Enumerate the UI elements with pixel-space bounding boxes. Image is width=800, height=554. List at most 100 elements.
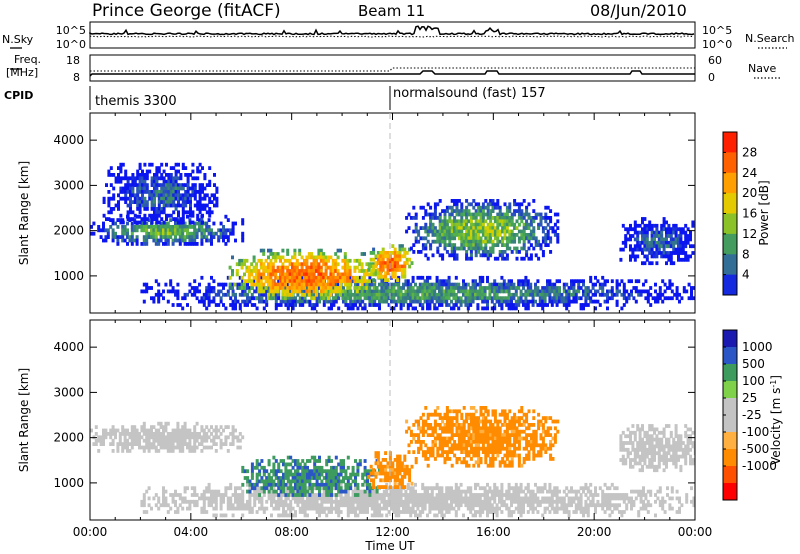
echo-cell <box>172 190 176 194</box>
echo-cell <box>337 493 341 497</box>
echo-cell <box>231 228 235 233</box>
echo-cell <box>141 193 144 198</box>
echo-cell <box>650 234 654 238</box>
echo-cell <box>126 445 129 450</box>
echo-cell <box>150 203 154 208</box>
echo-cell <box>404 279 408 284</box>
echo-cell <box>293 255 297 260</box>
echo-cell <box>526 282 530 287</box>
echo-cell <box>465 253 469 258</box>
echo-cell <box>286 299 290 304</box>
echo-cell <box>572 289 576 294</box>
echo-cell <box>538 296 542 301</box>
echo-cell <box>433 486 437 491</box>
echo-cell <box>435 506 439 511</box>
echo-cell <box>636 244 640 249</box>
echo-cell <box>346 269 350 273</box>
echo-cell <box>176 421 180 426</box>
echo-cell <box>471 296 475 301</box>
echo-cell <box>210 489 213 494</box>
echo-cell <box>257 272 261 277</box>
echo-cell <box>229 496 233 501</box>
echo-cell <box>691 220 695 225</box>
echo-cell <box>634 286 638 290</box>
echo-cell <box>510 493 513 497</box>
echo-cell <box>625 299 629 304</box>
echo-cell <box>264 258 268 263</box>
echo-cell <box>274 296 278 301</box>
echo-cell <box>303 299 307 304</box>
echo-cell <box>440 510 444 514</box>
nave-right-tick-bottom: 0 <box>708 71 715 84</box>
echo-cell <box>346 506 350 511</box>
echo-cell <box>620 292 624 297</box>
echo-cell <box>176 218 180 222</box>
echo-cell <box>471 513 475 518</box>
echo-cell <box>620 510 624 514</box>
echo-cell <box>258 496 261 501</box>
echo-cell <box>104 238 108 243</box>
echo-cell <box>346 262 350 267</box>
echo-cell <box>665 237 668 242</box>
echo-cell <box>390 506 393 511</box>
echo-cell <box>524 306 528 311</box>
echo-cell <box>193 445 197 450</box>
echo-cell <box>426 256 430 261</box>
echo-cell <box>441 229 445 234</box>
echo-cell <box>476 482 480 487</box>
echo-cell <box>510 219 514 224</box>
echo-cell <box>416 496 420 501</box>
echo-cell <box>471 292 475 297</box>
echo-cell <box>495 513 499 518</box>
echo-cell <box>558 506 561 511</box>
echo-cell <box>99 438 103 443</box>
echo-cell <box>522 286 525 290</box>
echo-cell <box>210 193 214 198</box>
echo-cell <box>181 228 185 233</box>
echo-cell <box>453 209 457 213</box>
echo-cell <box>452 286 456 290</box>
echo-cell <box>169 200 173 204</box>
echo-cell <box>493 506 497 511</box>
echo-cell <box>296 292 300 297</box>
echo-cell <box>679 234 683 238</box>
echo-cell <box>514 306 518 311</box>
echo-cell <box>517 499 521 504</box>
echo-cell <box>276 275 280 280</box>
echo-cell <box>489 219 493 224</box>
echo-cell <box>212 489 216 494</box>
echo-cell <box>505 303 509 307</box>
echo-cell <box>512 489 516 494</box>
echo-cell <box>349 503 353 508</box>
echo-cell <box>201 207 204 211</box>
echo-cell <box>394 496 398 501</box>
echo-cell <box>99 235 103 239</box>
echo-cell <box>258 506 261 511</box>
echo-cell <box>409 246 413 251</box>
echo-cell <box>188 225 192 229</box>
echo-cell <box>320 510 324 514</box>
echo-cell <box>344 303 348 307</box>
echo-cell <box>474 233 478 237</box>
echo-cell <box>234 486 237 491</box>
echo-cell <box>198 218 201 222</box>
echo-cell <box>129 203 132 208</box>
echo-cell <box>172 193 176 198</box>
echo-cell <box>198 435 201 440</box>
echo-cell <box>462 219 466 224</box>
echo-cell <box>147 286 151 290</box>
echo-cell <box>574 503 578 508</box>
echo-cell <box>661 496 665 501</box>
echo-cell <box>224 435 228 440</box>
echo-cell <box>138 173 142 177</box>
echo-cell <box>546 236 550 241</box>
echo-cell <box>171 438 175 443</box>
echo-cell <box>186 442 189 446</box>
echo-cell <box>522 226 526 230</box>
echo-cell <box>519 506 523 511</box>
echo-cell <box>124 183 128 187</box>
echo-cell <box>141 176 144 181</box>
echo-cell <box>157 292 161 297</box>
echo-cell <box>667 244 671 249</box>
echo-cell <box>324 255 328 260</box>
